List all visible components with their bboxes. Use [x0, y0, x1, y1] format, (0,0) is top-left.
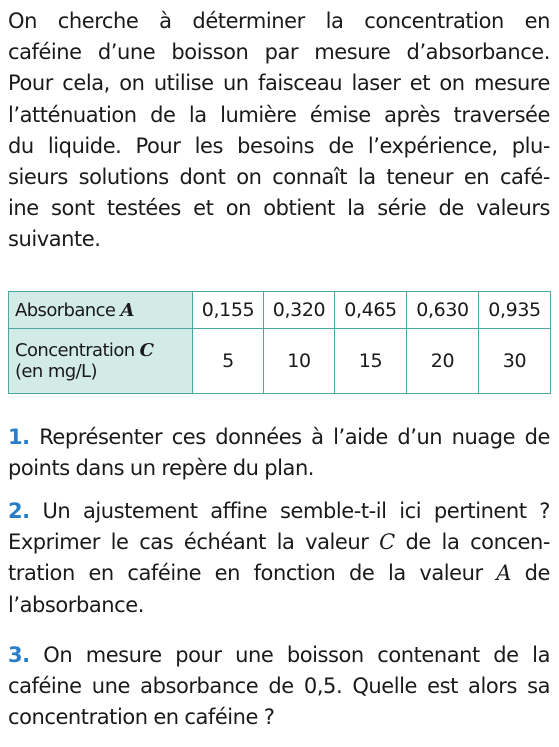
question-2: 2. Un ajustement affine semble-t-il ici …: [8, 496, 550, 621]
table-row-absorbance: Absorbance A 0,155 0,320 0,465 0,630 0,9…: [8, 291, 551, 329]
intro-paragraph: On cherche à déterminer la concentration…: [8, 6, 550, 256]
row-header-concentration: Concentration C (en mg/L): [8, 328, 193, 394]
table-row-concentration: Concentration C (en mg/L) 5 10 15 20 30: [8, 328, 551, 394]
intro-line: caféine d’une boisson par mesure d’absor…: [8, 40, 550, 65]
question-line: concentration en caféine ?: [8, 705, 275, 730]
question-line-text: de la concen-: [394, 530, 550, 555]
question-number: 3.: [8, 643, 30, 667]
question-number: 1.: [8, 425, 30, 449]
question-line: Exprimer le cas échéant la valeur C de l…: [8, 527, 550, 558]
table-cell: 10: [263, 328, 335, 394]
question-line: tration en caféine en fonction de la val…: [8, 558, 550, 589]
question-line: 3. On mesure pour une boisson contenant …: [8, 640, 550, 671]
question-1: 1. Représenter ces données à l’aide d’un…: [8, 422, 550, 484]
table-cell: 0,630: [406, 291, 479, 329]
intro-line: ine sont testées et on obtient la série …: [8, 196, 550, 221]
table-cell: 30: [478, 328, 551, 394]
question-text: 2. Un ajustement affine semble-t-il ici …: [8, 496, 550, 621]
question-line-text: tration en caféine en fonction de la val…: [8, 561, 497, 586]
question-line-text: On mesure pour une boisson contenant de …: [43, 643, 550, 667]
question-line: points dans un repère du plan.: [8, 456, 315, 481]
table-cell: 0,465: [334, 291, 407, 329]
row-header-label: Concentration: [15, 340, 135, 361]
intro-line: du liquide. Pour les besoins de l’expéri…: [8, 133, 550, 158]
table-cell: 5: [192, 328, 264, 394]
question-text: 3. On mesure pour une boisson contenant …: [8, 640, 550, 734]
variable-c: C: [139, 340, 154, 361]
data-table: Absorbance A 0,155 0,320 0,465 0,630 0,9…: [8, 291, 551, 394]
intro-line: sieurs solutions dont on connaît la tene…: [8, 165, 550, 190]
intro-line: l’atténuation de la lumière émise après …: [8, 102, 550, 127]
table-cell: 0,935: [478, 291, 551, 329]
variable-a: A: [496, 561, 512, 586]
table-cell: 15: [334, 328, 407, 394]
question-line-text: Exprimer le cas échéant la valeur: [8, 530, 380, 555]
question-line: 1. Représenter ces données à l’aide d’un…: [8, 422, 550, 453]
row-header-unit: (en mg/L): [15, 361, 98, 382]
table-cell: 20: [406, 328, 479, 394]
question-line-text: Un ajustement affine semble-t-il ici per…: [42, 499, 550, 523]
table-cell: 0,155: [192, 291, 264, 329]
variable-c: C: [379, 530, 395, 555]
question-line: caféine une absorbance de 0,5. Quelle es…: [8, 674, 550, 699]
intro-line: On cherche à déterminer la concentration…: [8, 9, 550, 33]
table-cell: 0,320: [263, 291, 335, 329]
question-line: 2. Un ajustement affine semble-t-il ici …: [8, 496, 550, 527]
intro-line: suivante.: [8, 227, 101, 252]
question-line-text: Représenter ces données à l’aide d’un nu…: [39, 425, 550, 449]
row-header-label: Absorbance: [15, 299, 116, 321]
exercise-page: On cherche à déterminer la concentration…: [8, 6, 551, 729]
intro-line: Pour cela, on utilise un faisceau laser …: [8, 71, 550, 96]
question-text: 1. Représenter ces données à l’aide d’un…: [8, 422, 550, 484]
row-header-absorbance: Absorbance A: [8, 291, 193, 329]
question-line-text: de: [511, 561, 551, 586]
question-number: 2.: [8, 499, 30, 523]
variable-a: A: [120, 299, 135, 321]
question-line: l’absorbance.: [8, 592, 144, 617]
question-3: 3. On mesure pour une boisson contenant …: [8, 640, 550, 734]
